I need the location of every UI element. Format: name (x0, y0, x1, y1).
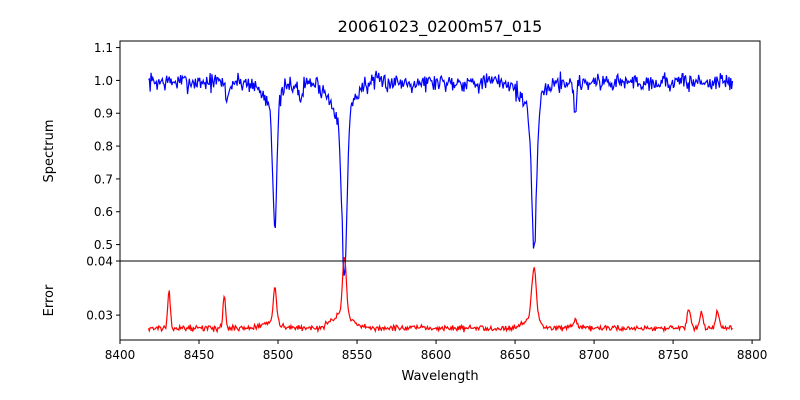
x-tick-label: 8750 (658, 348, 689, 362)
x-axis-label: Wavelength (401, 369, 478, 384)
spectrum-y-tick-label: 0.9 (94, 107, 113, 121)
error-y-tick-label: 0.03 (86, 309, 113, 323)
chart-title: 20061023_0200m57_015 (338, 17, 543, 37)
spectrum-y-tick-label: 0.8 (94, 140, 113, 154)
spectrum-y-tick-label: 0.6 (94, 205, 113, 219)
spectrum-y-ticks: 0.5 0.6 0.7 0.8 0.9 1.0 1.1 (94, 41, 120, 252)
spectrum-series-line (148, 70, 734, 276)
spectrum-panel: 0.5 0.6 0.7 0.8 0.9 1.0 1.1 Spectrum (42, 40, 761, 276)
x-tick-label: 8700 (579, 348, 610, 362)
error-series-line (147, 257, 733, 334)
spectrum-y-tick-label: 0.5 (94, 238, 113, 252)
error-plot-frame (119, 260, 761, 341)
x-tick-label: 8650 (500, 348, 531, 362)
x-tick-label: 8800 (737, 348, 768, 362)
error-y-axis-label: Error (42, 284, 57, 316)
x-tick-label: 8450 (184, 348, 215, 362)
error-x-ticks: 8400 8450 8500 8550 8600 8650 8700 8750 8800 (105, 340, 768, 362)
error-y-tick-label: 0.04 (86, 255, 113, 269)
spectrum-y-tick-label: 0.7 (94, 172, 113, 186)
error-panel: 0.03 0.04 8400 8450 8500 8550 8600 8650 8700 875… (42, 255, 767, 385)
x-tick-label: 8550 (342, 348, 373, 362)
x-tick-label: 8500 (263, 348, 294, 362)
spectrum-y-tick-label: 1.1 (94, 41, 113, 55)
error-y-ticks: 0.03 0.04 (86, 255, 120, 323)
spectrum-y-tick-label: 1.0 (94, 74, 113, 88)
x-tick-label: 8400 (105, 348, 136, 362)
spectrum-y-axis-label: Spectrum (42, 120, 57, 183)
x-tick-label: 8600 (421, 348, 452, 362)
